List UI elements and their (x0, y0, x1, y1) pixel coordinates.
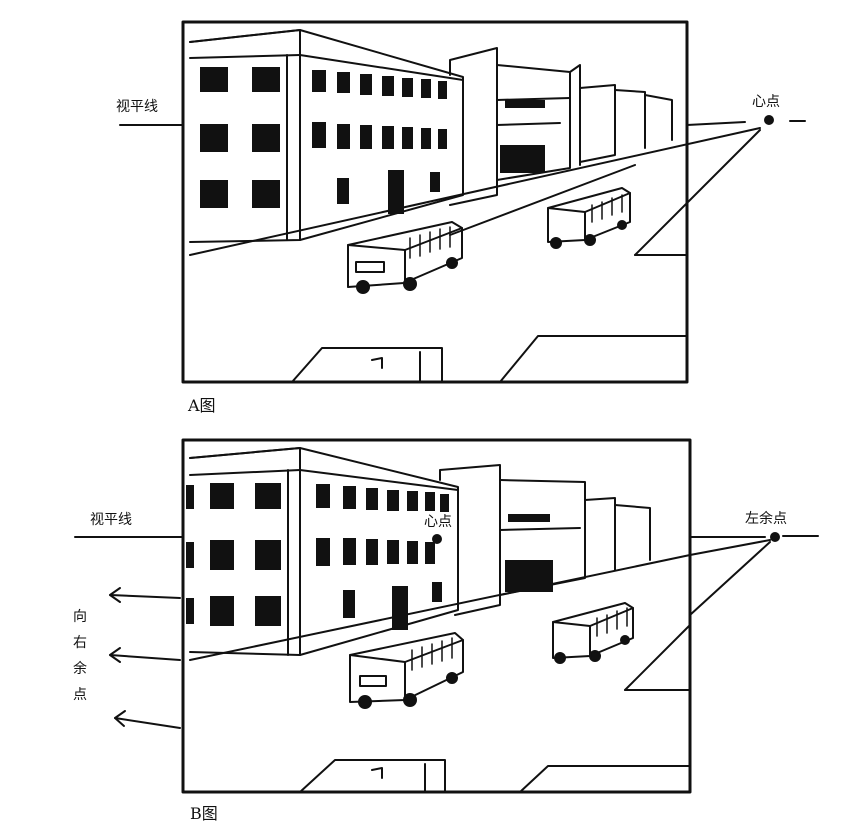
figure-a-vanishing-label: 心点 (752, 94, 780, 110)
figure-a-road-edge-near (634, 129, 761, 256)
figure-b-right-vp-arrows (109, 587, 181, 729)
figure-b-near-bus (349, 632, 464, 709)
figure-b-windows (186, 483, 449, 630)
figure-b-center-point (432, 534, 442, 544)
figure-b-left-vanishing-point (770, 532, 780, 542)
figure-a-far-bus (547, 187, 631, 249)
figure-b-caption: B图 (190, 804, 218, 823)
figure-b-right-vp-label: 向 右 余 点 (73, 609, 87, 703)
figure-a-vanishing-point (764, 115, 774, 125)
figure-b-center-label: 心点 (424, 514, 452, 530)
figure-b-far-bus (552, 602, 634, 664)
figure-b-left-vp-label: 左余点 (745, 511, 787, 527)
figure-a-caption: A图 (188, 396, 216, 415)
figure-b-drawing (74, 438, 819, 794)
figure-a-near-bus (347, 221, 463, 294)
figure-a-windows (200, 67, 447, 214)
figure-a-drawing (119, 20, 806, 384)
figure-a-road-edge-far (189, 127, 761, 256)
figure-b-horizon-label: 视平线 (90, 512, 132, 528)
figure-a-horizon-right (686, 121, 746, 126)
figure-a-horizon-label: 视平线 (116, 99, 158, 115)
